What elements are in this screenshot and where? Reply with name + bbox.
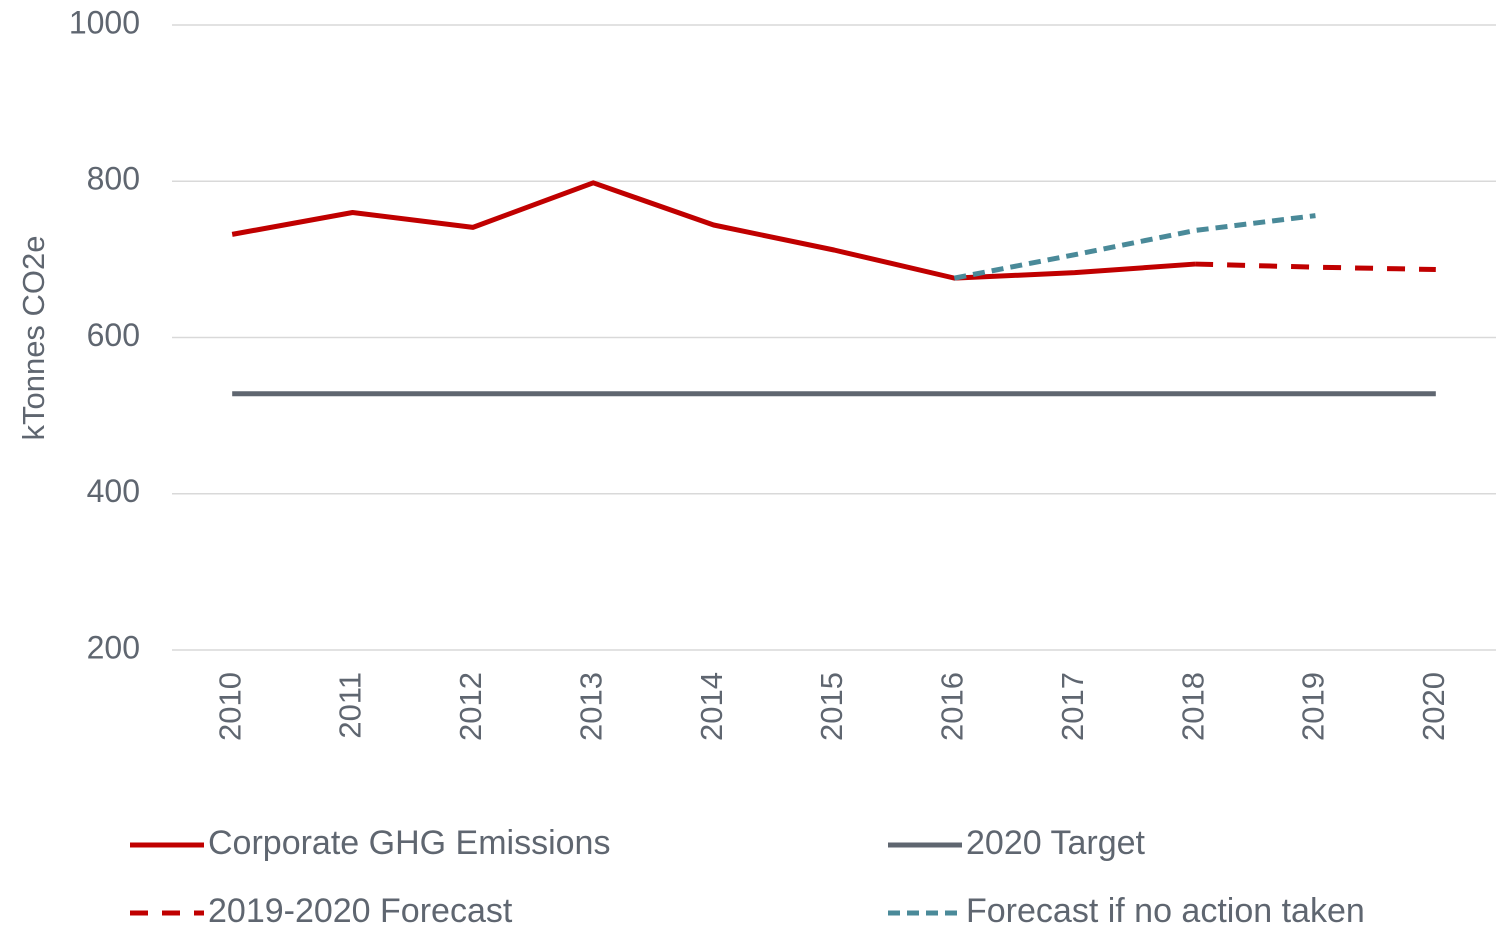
series-line [231, 180, 1196, 281]
series-line [953, 213, 1316, 281]
x-tick-label: 2015 [814, 672, 849, 741]
legend-label: 2019-2020 Forecast [208, 892, 513, 930]
y-tick-label: 400 [87, 473, 140, 509]
x-tick-label: 2017 [1055, 672, 1090, 741]
x-tick-label: 2020 [1416, 672, 1451, 741]
legend-label: Corporate GHG Emissions [208, 824, 610, 862]
y-axis-label: kTonnes CO2e [16, 235, 51, 440]
x-tick-label: 2010 [212, 672, 247, 741]
x-tick-label: 2019 [1296, 672, 1331, 741]
series-line [1195, 261, 1436, 273]
x-tick-label: 2012 [453, 672, 488, 741]
x-tick-label: 2013 [573, 672, 608, 741]
x-tick-label: 2011 [333, 672, 368, 739]
y-tick-label: 800 [87, 161, 140, 197]
legend-label: Forecast if no action taken [966, 892, 1365, 930]
x-tick-label: 2018 [1175, 672, 1210, 741]
y-tick-label: 1000 [69, 4, 140, 40]
x-tick-label: 2014 [694, 672, 729, 741]
y-tick-label: 600 [87, 317, 140, 353]
x-tick-label: 2016 [935, 672, 970, 741]
legend-label: 2020 Target [966, 824, 1146, 862]
y-tick-label: 200 [87, 629, 140, 665]
